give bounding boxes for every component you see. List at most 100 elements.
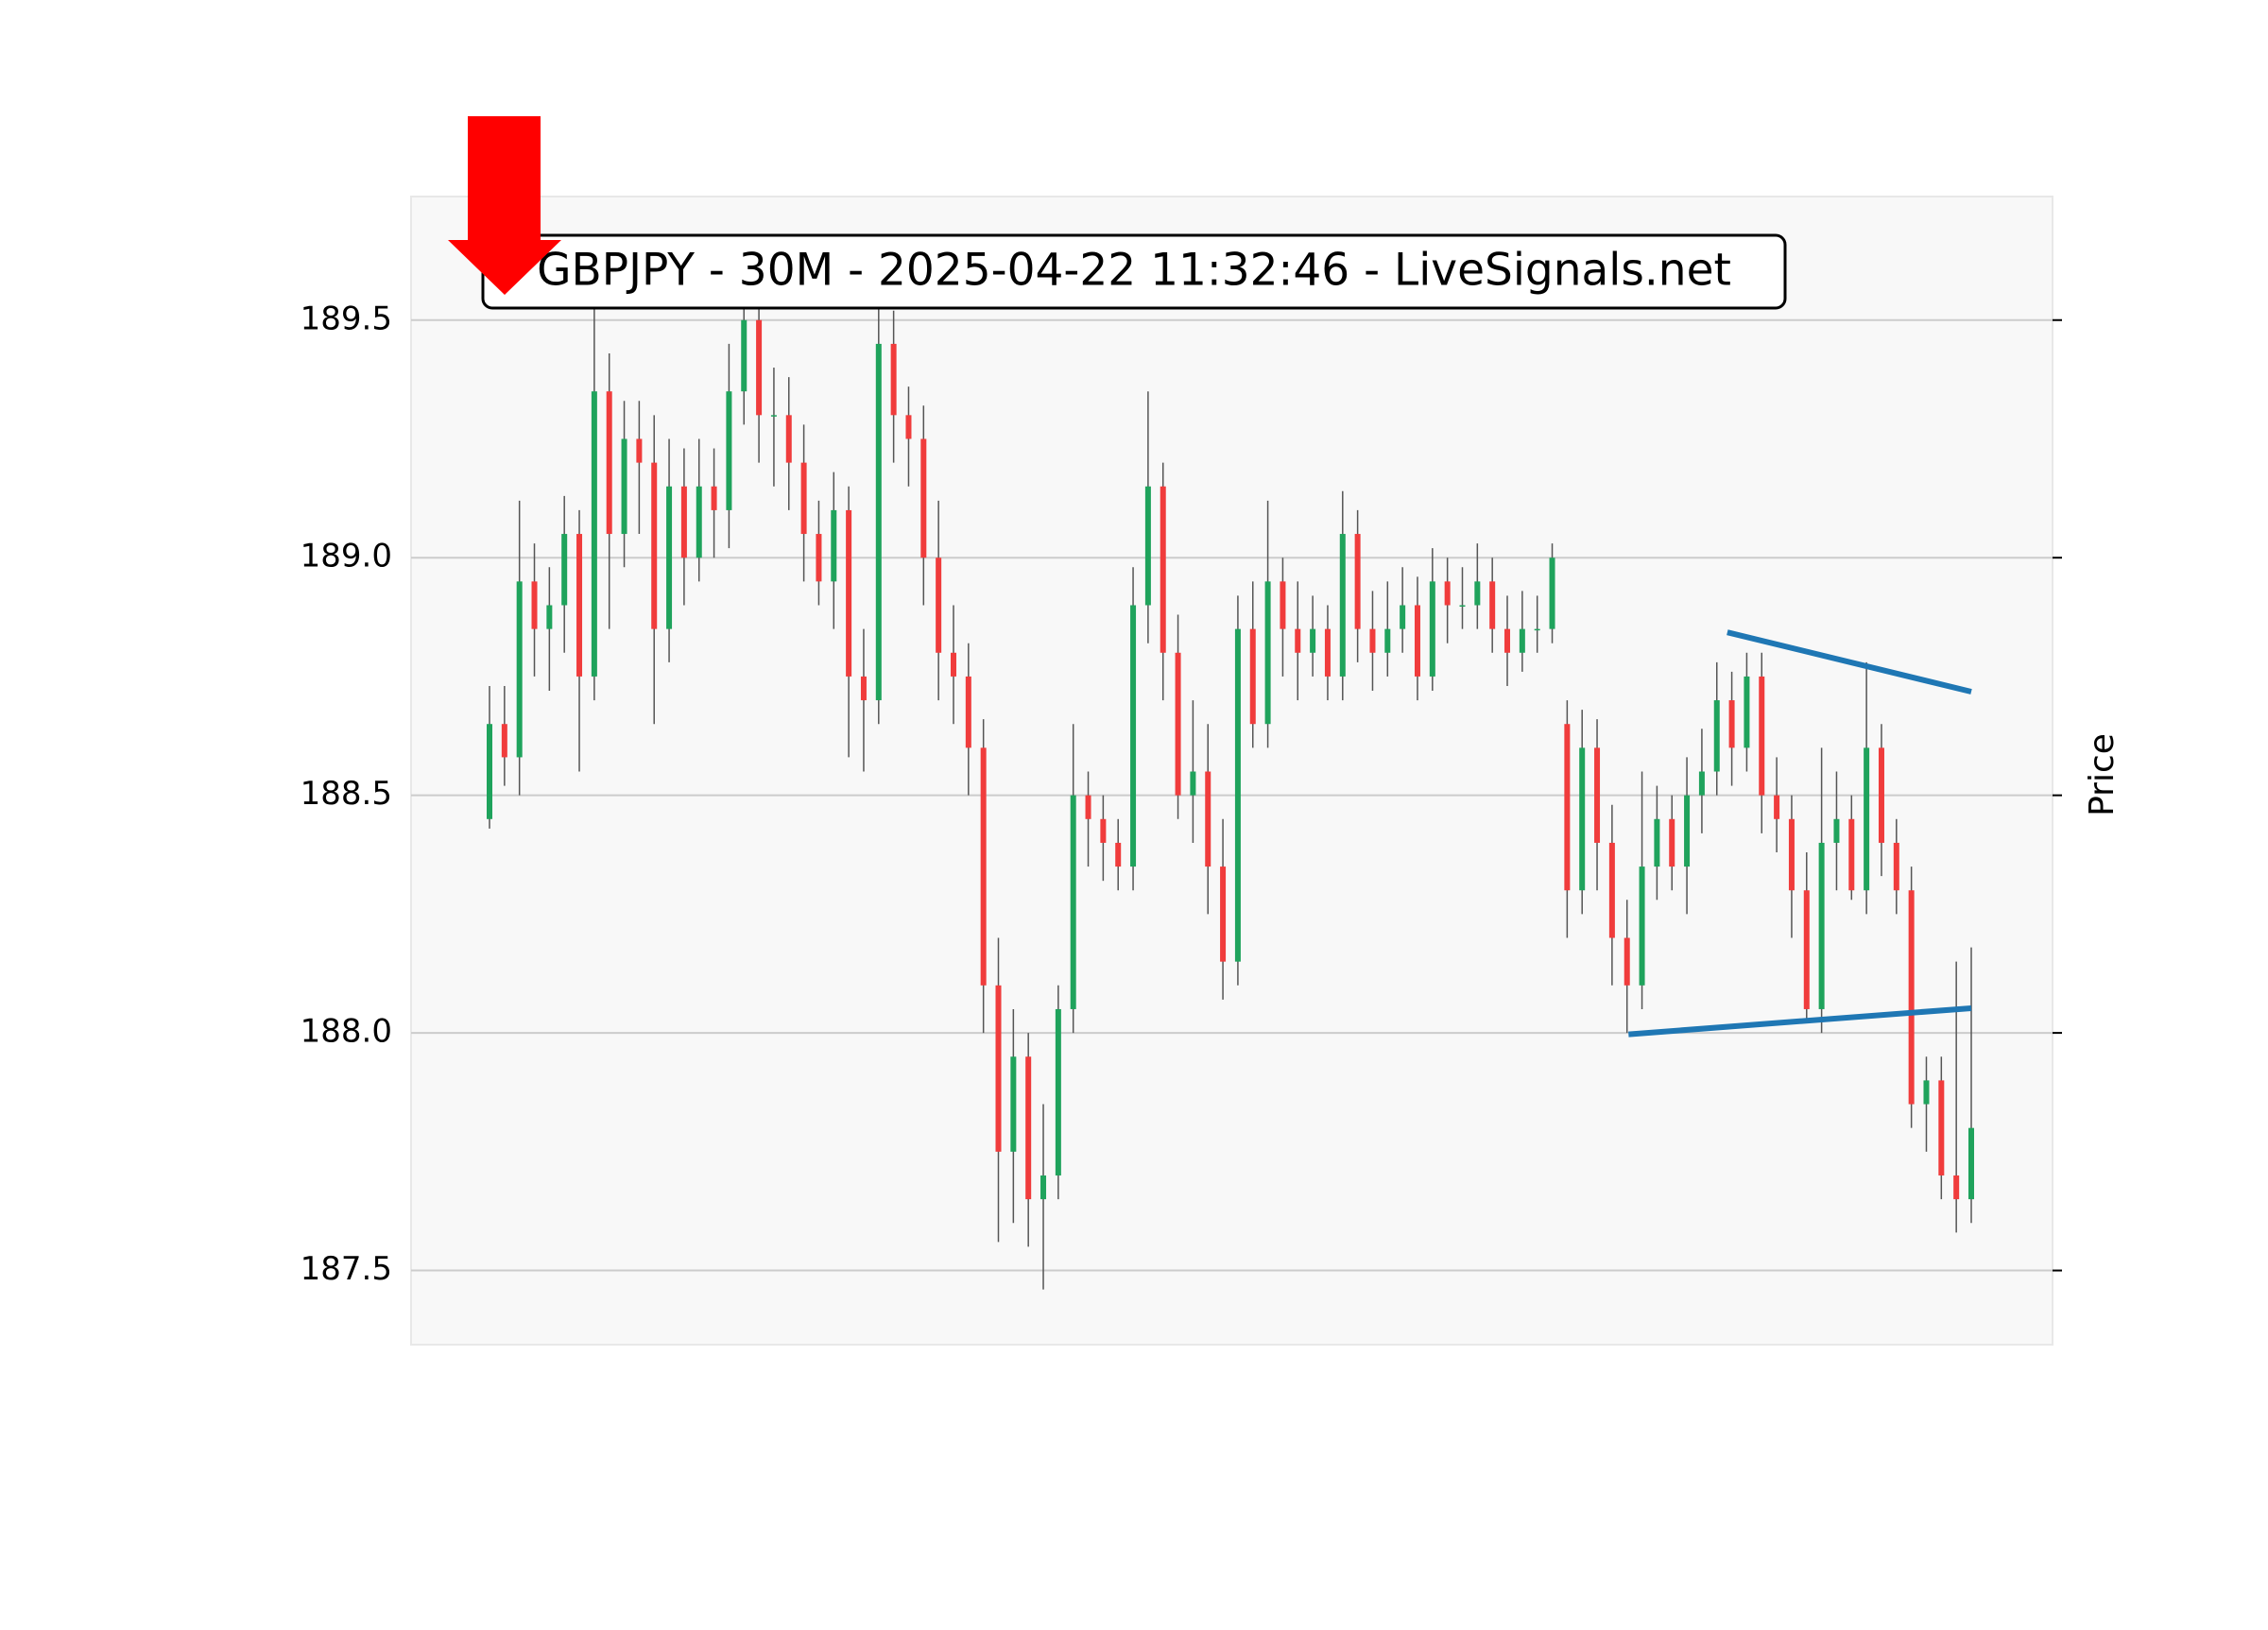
candle-body [1864, 747, 1870, 891]
candle-body [531, 581, 538, 629]
candles [487, 272, 1974, 1290]
candle-body [1040, 1175, 1047, 1200]
candle-body [666, 486, 673, 629]
candle-body [1339, 534, 1346, 677]
candle-body [1429, 581, 1435, 677]
candle-body [1190, 771, 1196, 796]
candle-body [1444, 581, 1451, 606]
candle-body [1295, 628, 1301, 653]
candle-body [1489, 581, 1496, 629]
candle-body [1070, 795, 1076, 1009]
candle-body [1280, 581, 1286, 629]
candle-body [1384, 628, 1391, 653]
candle-body [501, 724, 507, 758]
candle-body [1534, 628, 1540, 631]
plot-area [410, 196, 2053, 1346]
candle-body [1654, 818, 1660, 867]
candle-body [591, 391, 597, 677]
candle-body [1220, 866, 1227, 962]
candle-body [1803, 890, 1810, 1009]
candle-body [1728, 700, 1735, 748]
candle-body [606, 391, 612, 535]
candle-body [860, 676, 867, 701]
candle-body [1519, 628, 1525, 653]
candle-body [1249, 628, 1256, 725]
candle-body [965, 676, 971, 748]
trendline [1628, 1004, 1972, 1038]
candle-body [726, 391, 732, 510]
y-axis: 187.5 188.0 188.5 189.0 189.5 [301, 300, 2062, 1288]
candle-body [621, 438, 627, 535]
candle-body [785, 415, 792, 463]
candle-body [1504, 628, 1511, 653]
y-tick-label: 188.5 [301, 775, 392, 813]
trendline [1727, 629, 1972, 695]
signal-arrow [448, 116, 561, 295]
candle-body [1144, 486, 1151, 606]
candle-body [1175, 652, 1181, 796]
candle-body [950, 652, 956, 677]
candle-body [816, 534, 822, 582]
candle-body [1264, 581, 1271, 725]
candle-body [800, 462, 807, 535]
candle-body [1698, 771, 1705, 796]
candle-body [561, 534, 568, 606]
candle-body [1774, 795, 1780, 819]
chart-title: GBPJPY - 30M - 2025-04-22 11:32:46 - Liv… [537, 245, 1731, 297]
candle-body [1908, 890, 1915, 1105]
candle-body [905, 415, 912, 439]
candle-body [680, 486, 687, 558]
candle-body [1234, 628, 1241, 962]
candle-body [1354, 534, 1361, 629]
candle-body [741, 319, 747, 392]
candle-body [1833, 818, 1840, 843]
candle-body [1474, 581, 1481, 606]
candle-body [1818, 842, 1825, 1009]
candle-body [890, 343, 897, 416]
candle-body [1713, 700, 1720, 772]
candle-body [1025, 1056, 1032, 1200]
candle-body [1369, 628, 1376, 653]
candle-body [770, 415, 777, 417]
candle-body [995, 985, 1002, 1152]
candle-body [516, 581, 523, 758]
candle-body [546, 605, 553, 629]
candle-body [1459, 605, 1466, 607]
candle-body [1624, 937, 1630, 986]
candle-body [1310, 628, 1316, 653]
candle-body [1564, 724, 1571, 891]
candle-body [1414, 605, 1420, 677]
candle-body [1085, 795, 1091, 819]
candle-body [651, 462, 658, 629]
candle-body [846, 509, 852, 677]
candle-body [1878, 747, 1884, 843]
candle-body [1579, 747, 1586, 891]
candle-body [1893, 842, 1899, 891]
candle-body [875, 343, 882, 701]
candle-body [1848, 818, 1855, 891]
candle-body [1400, 605, 1406, 629]
candle-body [831, 509, 837, 582]
candle-body [1938, 1080, 1945, 1175]
candle-body [1100, 818, 1107, 843]
candle-body [1324, 628, 1331, 677]
y-tick-label: 189.5 [301, 300, 392, 337]
candle-body [1160, 486, 1166, 653]
candle-body [1968, 1127, 1974, 1200]
candle-body [1010, 1056, 1017, 1152]
candle-body [1594, 747, 1601, 843]
candle-body [1055, 1008, 1061, 1175]
candle-body [636, 438, 643, 463]
candle-body [711, 486, 717, 510]
candle-body [1744, 676, 1750, 748]
candle-body [1115, 842, 1122, 867]
trendlines [1628, 629, 1972, 1038]
candle-body [1669, 818, 1675, 867]
candle-body [1639, 866, 1645, 986]
candle-body [756, 319, 763, 416]
y-tick-label: 187.5 [301, 1250, 392, 1288]
candle-body [1759, 676, 1765, 796]
candle-body [1953, 1175, 1960, 1200]
candle-body [1549, 558, 1555, 629]
candle-body [487, 724, 492, 819]
